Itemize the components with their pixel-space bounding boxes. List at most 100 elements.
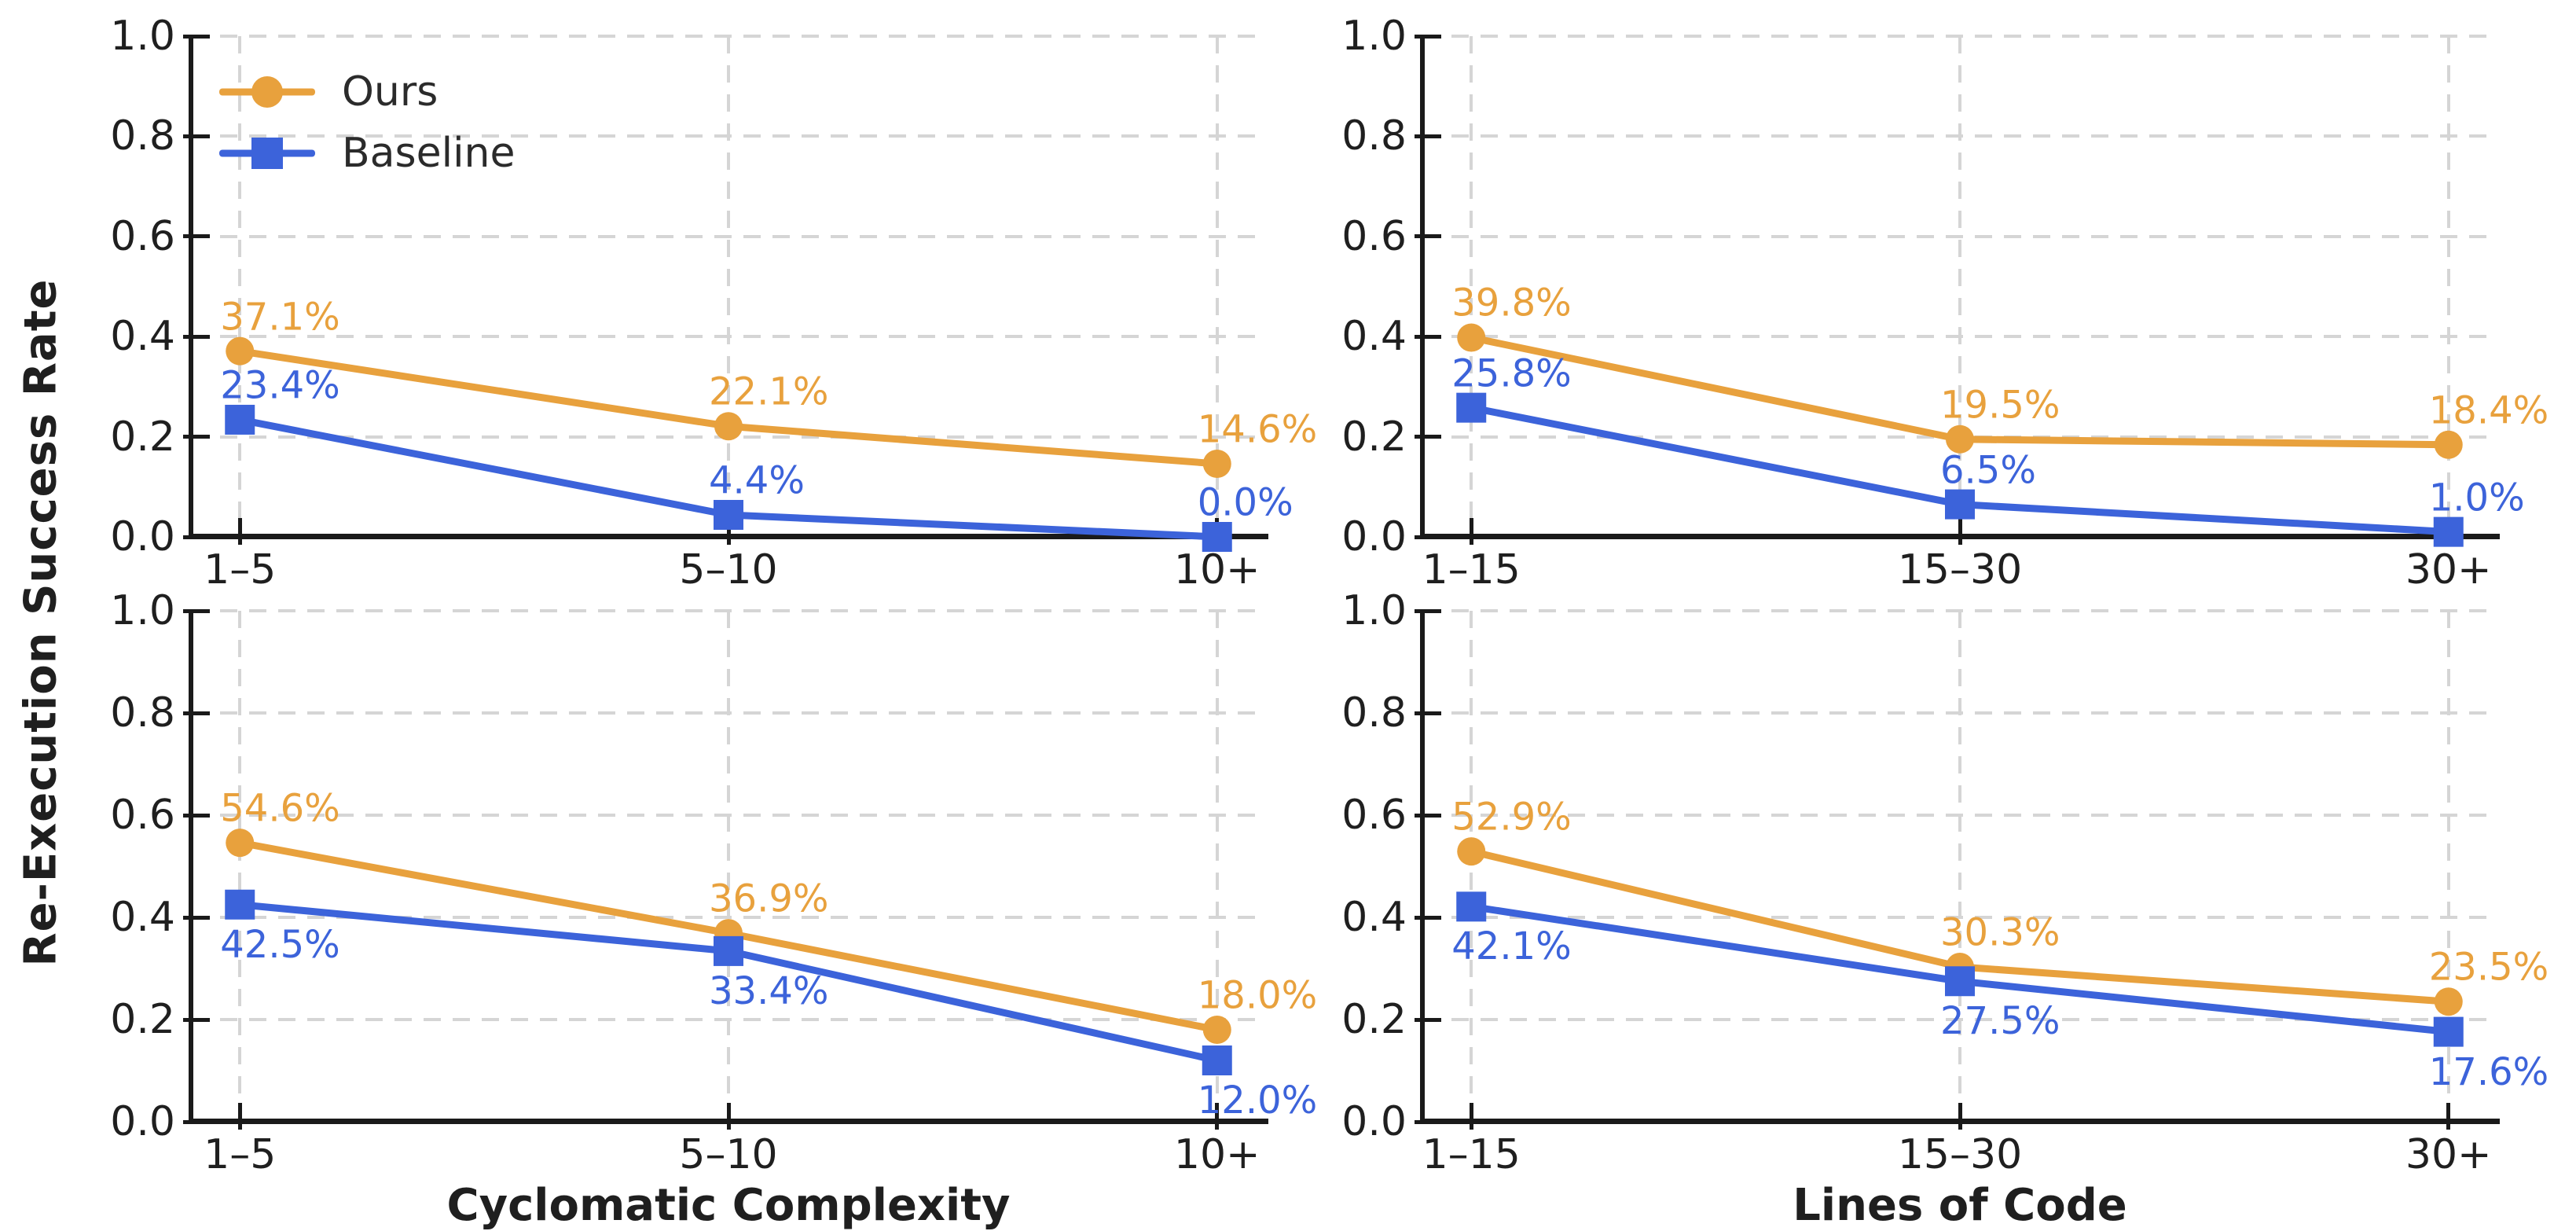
baseline-value-label: 17.6% (2428, 1049, 2549, 1094)
v-gridline (1215, 611, 1219, 1122)
legend-square-marker (251, 138, 283, 169)
y-tick-mark (183, 1017, 210, 1022)
baseline-square-marker (1202, 1045, 1232, 1075)
x-tick-mark (1469, 518, 1473, 545)
y-tick-mark (183, 435, 210, 439)
series-plot-area (225, 336, 1232, 552)
x-tick-label: 1–15 (1422, 546, 1521, 593)
baseline-square-marker (1456, 392, 1487, 423)
ours-circle-marker (714, 412, 743, 441)
ours-circle-marker (2434, 987, 2463, 1016)
y-tick-label: 0.4 (1341, 894, 1407, 941)
ours-circle-marker (1202, 1016, 1231, 1044)
ours-value-label: 54.6% (220, 786, 340, 831)
ours-circle-marker (226, 336, 255, 366)
y-tick-mark (183, 34, 210, 39)
y-tick-label: 0.8 (110, 689, 175, 737)
y-tick-label: 0.0 (110, 513, 175, 560)
y-tick-mark (183, 1119, 210, 1124)
y-tick-mark (183, 334, 210, 339)
y-tick-label: 0.0 (1341, 513, 1407, 560)
x-axis-title: Cyclomatic Complexity (446, 1180, 1011, 1231)
ours-circle-marker (1202, 449, 1231, 478)
y-tick-label: 1.0 (110, 587, 175, 634)
y-tick-mark (183, 234, 210, 239)
y-tick-label: 0.2 (1341, 996, 1407, 1043)
ours-circle-marker (226, 829, 255, 858)
baseline-value-label: 27.5% (1940, 999, 2060, 1044)
y-tick-mark (1415, 34, 1441, 39)
x-tick-label: 1–5 (204, 546, 277, 593)
series-plot-area (1456, 323, 2464, 547)
y-tick-label: 0.6 (110, 212, 175, 260)
x-tick-mark (1215, 1103, 1220, 1130)
ours-circle-marker (1457, 323, 1486, 352)
legend-circle-marker (251, 76, 283, 108)
v-gridline (2446, 611, 2450, 1122)
x-tick-label: 1–5 (204, 1131, 277, 1178)
ours-value-label: 22.1% (709, 369, 829, 414)
baseline-value-label: 1.0% (2428, 476, 2525, 520)
y-tick-label: 1.0 (1341, 587, 1407, 634)
x-tick-mark (1958, 518, 1962, 545)
v-gridline (1215, 36, 1219, 537)
baseline-value-label: 6.5% (1940, 448, 2036, 493)
baseline-value-label: 0.0% (1197, 480, 1294, 525)
v-gridline (238, 36, 242, 537)
x-tick-mark (726, 518, 731, 545)
y-tick-mark (183, 535, 210, 539)
y-axis-spine (189, 611, 193, 1124)
y-tick-label: 0.6 (1341, 792, 1407, 839)
x-tick-label: 30+ (2405, 1131, 2492, 1178)
legend-item-baseline: Baseline (219, 123, 515, 184)
ours-value-label: 52.9% (1451, 795, 1572, 840)
ours-circle-marker (2434, 430, 2463, 459)
series-plot-area (225, 829, 1232, 1075)
x-tick-mark (237, 518, 242, 545)
y-tick-mark (1415, 711, 1441, 715)
ours-value-label: 14.6% (1197, 407, 1318, 452)
chart-top-right: 0.0 0.2 0.4 0.6 0.8 1.0 1–15 15–30 30+ 39.8% 19.5%… (1341, 16, 2548, 590)
y-tick-mark (183, 711, 210, 715)
x-tick-mark (237, 1103, 242, 1130)
y-tick-label: 1.0 (1341, 13, 1407, 60)
baseline-value-label: 42.1% (1451, 924, 1572, 969)
x-tick-label: 5–10 (679, 1131, 778, 1178)
v-gridline (2446, 36, 2450, 537)
y-tick-label: 0.6 (110, 792, 175, 839)
baseline-square-marker (714, 935, 743, 966)
baseline-square-marker (1945, 966, 1975, 997)
chart-bottom-right: 0.0 0.2 0.4 0.6 0.8 1.0 1–15 15–30 30+ Lines of C… (1341, 590, 2548, 1231)
ours-value-label: 18.0% (1197, 973, 1318, 1018)
y-tick-mark (1415, 535, 1441, 539)
legend-label: Baseline (342, 130, 516, 177)
y-tick-label: 0.0 (110, 1098, 175, 1145)
y-tick-mark (183, 915, 210, 920)
ours-value-label: 36.9% (709, 876, 829, 921)
y-tick-label: 0.2 (110, 413, 175, 461)
y-tick-label: 0.6 (1341, 212, 1407, 260)
y-tick-mark (1415, 234, 1441, 239)
v-gridline (1958, 36, 1961, 537)
y-axis-label: Re-Execution Success Rate (15, 278, 67, 967)
y-tick-mark (183, 813, 210, 818)
y-axis-spine (1420, 611, 1425, 1124)
legend-label: Ours (342, 68, 439, 116)
baseline-value-label: 4.4% (709, 458, 805, 503)
x-tick-label: 30+ (2405, 546, 2492, 593)
x-axis-title: Lines of Code (1793, 1180, 2127, 1231)
y-tick-mark (1415, 608, 1441, 613)
baseline-value-label: 23.4% (220, 363, 340, 408)
baseline-square-marker (1456, 891, 1487, 922)
x-tick-mark (1469, 1103, 1473, 1130)
ours-value-label: 39.8% (1451, 281, 1572, 326)
y-tick-label: 0.8 (110, 112, 175, 160)
v-gridline (1470, 611, 1473, 1122)
baseline-square-marker (2433, 1016, 2464, 1047)
y-tick-mark (1415, 334, 1441, 339)
y-tick-mark (1415, 1119, 1441, 1124)
y-tick-label: 0.8 (1341, 112, 1407, 160)
y-tick-mark (1415, 1017, 1441, 1022)
ours-value-label: 19.5% (1940, 383, 2060, 428)
